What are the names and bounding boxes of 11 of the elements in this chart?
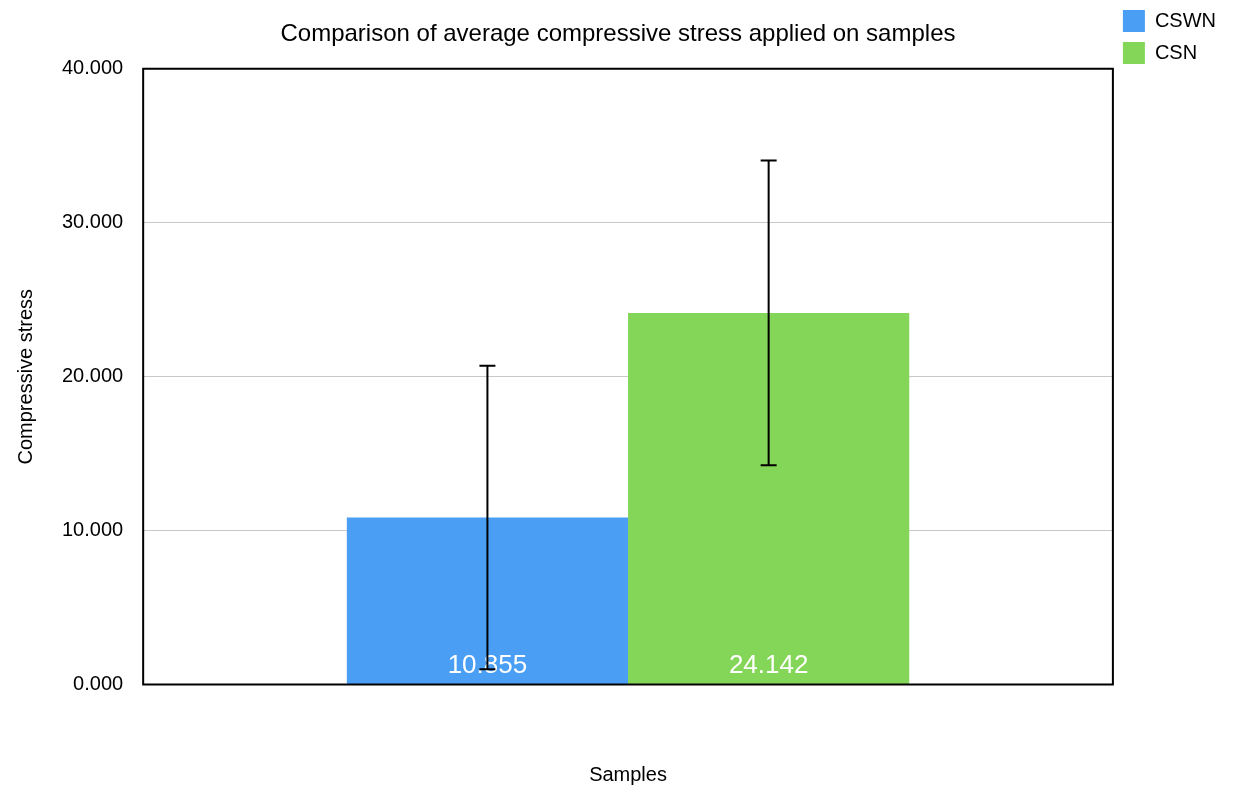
legend-label: CSN — [1154, 40, 1198, 63]
y-tick-label: 0.000 — [73, 672, 124, 695]
y-tick-label: 20.000 — [62, 364, 124, 387]
y-tick-label: 30.000 — [62, 210, 124, 233]
y-tick-label: 10.000 — [62, 518, 124, 541]
y-tick-label: 40.000 — [62, 56, 124, 79]
y-axis-title: Compressive stress — [13, 288, 36, 465]
legend-label: CSWN — [1154, 8, 1217, 31]
x-axis-title: Samples — [589, 762, 667, 785]
data-label: 24.142 — [728, 648, 809, 679]
chart-title: Comparison of average compressive stress applied on samples — [280, 19, 956, 47]
